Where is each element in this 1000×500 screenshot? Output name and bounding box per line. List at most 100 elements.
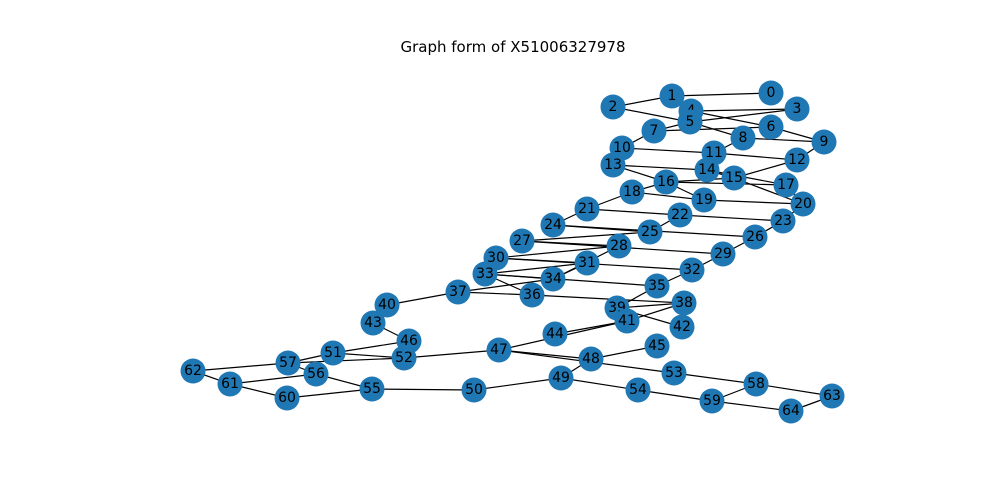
- edge-11-12: [713, 152, 798, 161]
- node-label: 59: [703, 393, 721, 409]
- node-13: 13: [600, 152, 626, 178]
- figure-title: Graph form of X51006327978: [401, 38, 626, 56]
- node-label: 56: [307, 366, 325, 382]
- node-49: 49: [548, 365, 574, 391]
- node-23: 23: [770, 208, 796, 234]
- node-label: 45: [648, 338, 666, 354]
- node-28: 28: [606, 233, 632, 259]
- node-32: 32: [679, 257, 705, 283]
- node-marker: [819, 383, 845, 409]
- node-marker: [773, 172, 799, 198]
- edge-55-60: [286, 388, 373, 399]
- node-7: 7: [641, 118, 667, 144]
- node-47: 47: [486, 337, 512, 363]
- node-51: 51: [320, 340, 346, 366]
- node-marker: [540, 266, 566, 292]
- node-label: 38: [675, 295, 693, 311]
- edge-49-54: [560, 377, 639, 391]
- node-55: 55: [359, 376, 385, 402]
- node-marker: [778, 398, 804, 424]
- node-24: 24: [540, 212, 566, 238]
- node-marker: [661, 360, 687, 386]
- edge-10-11: [621, 147, 715, 154]
- edge-5-3: [689, 108, 798, 123]
- node-36: 36: [519, 282, 545, 308]
- node-label: 62: [184, 363, 202, 379]
- node-marker: [669, 314, 695, 340]
- node-marker: [694, 157, 720, 183]
- node-35: 35: [644, 273, 670, 299]
- edge-21-22: [586, 208, 681, 216]
- edge-4-3: [690, 108, 798, 112]
- node-marker: [320, 340, 346, 366]
- edge-14-17: [706, 169, 787, 186]
- node-label: 8: [739, 130, 748, 146]
- node-marker: [637, 219, 663, 245]
- node-label: 32: [683, 262, 701, 278]
- node-marker: [519, 282, 545, 308]
- node-label: 44: [546, 326, 564, 342]
- node-54: 54: [625, 377, 651, 403]
- node-9: 9: [811, 129, 837, 155]
- node-33: 33: [472, 261, 498, 287]
- node-42: 42: [669, 314, 695, 340]
- node-25: 25: [637, 219, 663, 245]
- node-label: 49: [552, 370, 570, 386]
- node-6: 6: [758, 114, 784, 140]
- node-label: 36: [523, 287, 541, 303]
- node-label: 9: [820, 134, 829, 150]
- node-marker: [180, 358, 206, 384]
- node-marker: [391, 345, 417, 371]
- node-34: 34: [540, 266, 566, 292]
- node-38: 38: [671, 290, 697, 316]
- node-marker: [710, 241, 736, 267]
- node-44: 44: [542, 321, 568, 347]
- node-63: 63: [819, 383, 845, 409]
- node-label: 43: [364, 315, 382, 331]
- node-53: 53: [661, 360, 687, 386]
- node-label: 3: [793, 101, 802, 117]
- node-label: 16: [657, 174, 675, 190]
- node-marker: [743, 371, 769, 397]
- edge-13-14: [612, 164, 708, 171]
- node-marker: [644, 273, 670, 299]
- node-0: 0: [758, 80, 784, 106]
- node-label: 64: [782, 403, 800, 419]
- node-5: 5: [677, 109, 703, 135]
- node-marker: [472, 261, 498, 287]
- node-marker: [758, 80, 784, 106]
- node-label: 47: [490, 342, 508, 358]
- node-label: 26: [746, 229, 764, 245]
- edge-28-30: [495, 245, 620, 259]
- node-marker: [600, 152, 626, 178]
- node-label: 57: [279, 355, 297, 371]
- edge-25-27: [521, 231, 651, 242]
- edge-2-5: [612, 106, 691, 123]
- node-marker: [644, 333, 670, 359]
- node-label: 12: [788, 152, 806, 168]
- node-marker: [217, 371, 243, 397]
- node-label: 1: [668, 88, 677, 104]
- node-label: 2: [609, 99, 618, 115]
- edge-49-50: [473, 377, 562, 391]
- node-marker: [770, 208, 796, 234]
- node-label: 34: [544, 271, 562, 287]
- edge-31-33: [484, 262, 588, 275]
- node-label: 48: [582, 351, 600, 367]
- node-label: 63: [823, 388, 841, 404]
- node-label: 21: [578, 201, 596, 217]
- node-marker: [275, 350, 301, 376]
- node-label: 19: [695, 192, 713, 208]
- edge-36-38: [531, 294, 685, 304]
- edge-50-55: [371, 388, 475, 391]
- node-marker: [784, 96, 810, 122]
- node-label: 24: [544, 217, 562, 233]
- node-marker: [606, 233, 632, 259]
- node-marker: [600, 94, 626, 120]
- node-label: 53: [665, 365, 683, 381]
- node-marker: [574, 250, 600, 276]
- node-label: 13: [604, 157, 622, 173]
- node-label: 61: [221, 376, 239, 392]
- node-59: 59: [699, 388, 725, 414]
